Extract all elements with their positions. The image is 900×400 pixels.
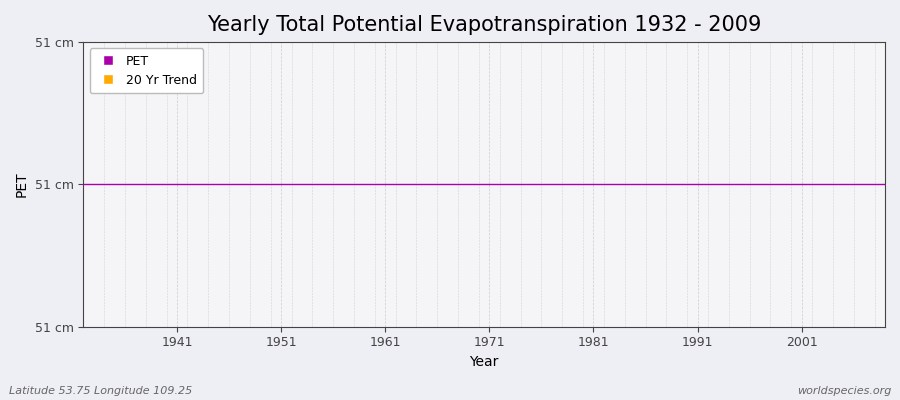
X-axis label: Year: Year	[470, 355, 499, 369]
Legend: PET, 20 Yr Trend: PET, 20 Yr Trend	[89, 48, 203, 93]
Text: Latitude 53.75 Longitude 109.25: Latitude 53.75 Longitude 109.25	[9, 386, 193, 396]
Text: worldspecies.org: worldspecies.org	[796, 386, 891, 396]
Y-axis label: PET: PET	[15, 172, 29, 197]
Title: Yearly Total Potential Evapotranspiration 1932 - 2009: Yearly Total Potential Evapotranspiratio…	[207, 15, 761, 35]
